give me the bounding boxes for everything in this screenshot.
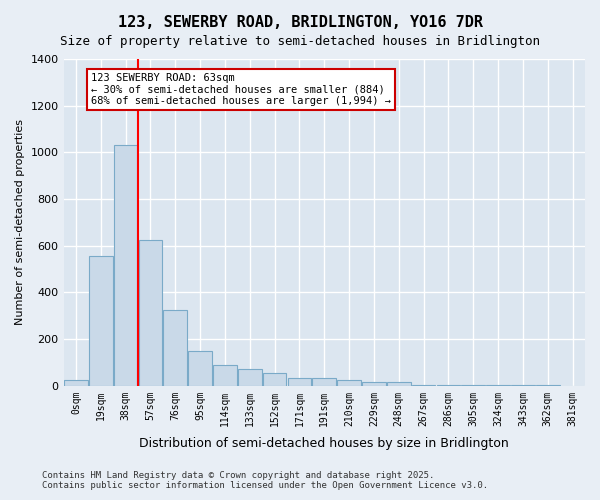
Bar <box>163 310 187 386</box>
Y-axis label: Number of semi-detached properties: Number of semi-detached properties <box>15 120 25 326</box>
Text: Size of property relative to semi-detached houses in Bridlington: Size of property relative to semi-detach… <box>60 35 540 48</box>
X-axis label: Distribution of semi-detached houses by size in Bridlington: Distribution of semi-detached houses by … <box>139 437 509 450</box>
Text: 123, SEWERBY ROAD, BRIDLINGTON, YO16 7DR: 123, SEWERBY ROAD, BRIDLINGTON, YO16 7DR <box>118 15 482 30</box>
Bar <box>263 373 286 386</box>
Bar <box>213 365 237 386</box>
Bar <box>412 384 436 386</box>
Bar <box>287 378 311 386</box>
Bar <box>461 384 485 386</box>
Bar <box>114 146 137 386</box>
Text: Contains HM Land Registry data © Crown copyright and database right 2025.
Contai: Contains HM Land Registry data © Crown c… <box>42 470 488 490</box>
Bar <box>437 384 460 386</box>
Bar <box>362 382 386 386</box>
Bar <box>139 240 162 386</box>
Text: 123 SEWERBY ROAD: 63sqm
← 30% of semi-detached houses are smaller (884)
68% of s: 123 SEWERBY ROAD: 63sqm ← 30% of semi-de… <box>91 73 391 106</box>
Bar <box>188 351 212 386</box>
Bar <box>486 385 510 386</box>
Bar <box>313 378 336 386</box>
Bar <box>238 369 262 386</box>
Bar <box>337 380 361 386</box>
Bar <box>89 256 113 386</box>
Bar <box>387 382 410 386</box>
Bar <box>64 380 88 386</box>
